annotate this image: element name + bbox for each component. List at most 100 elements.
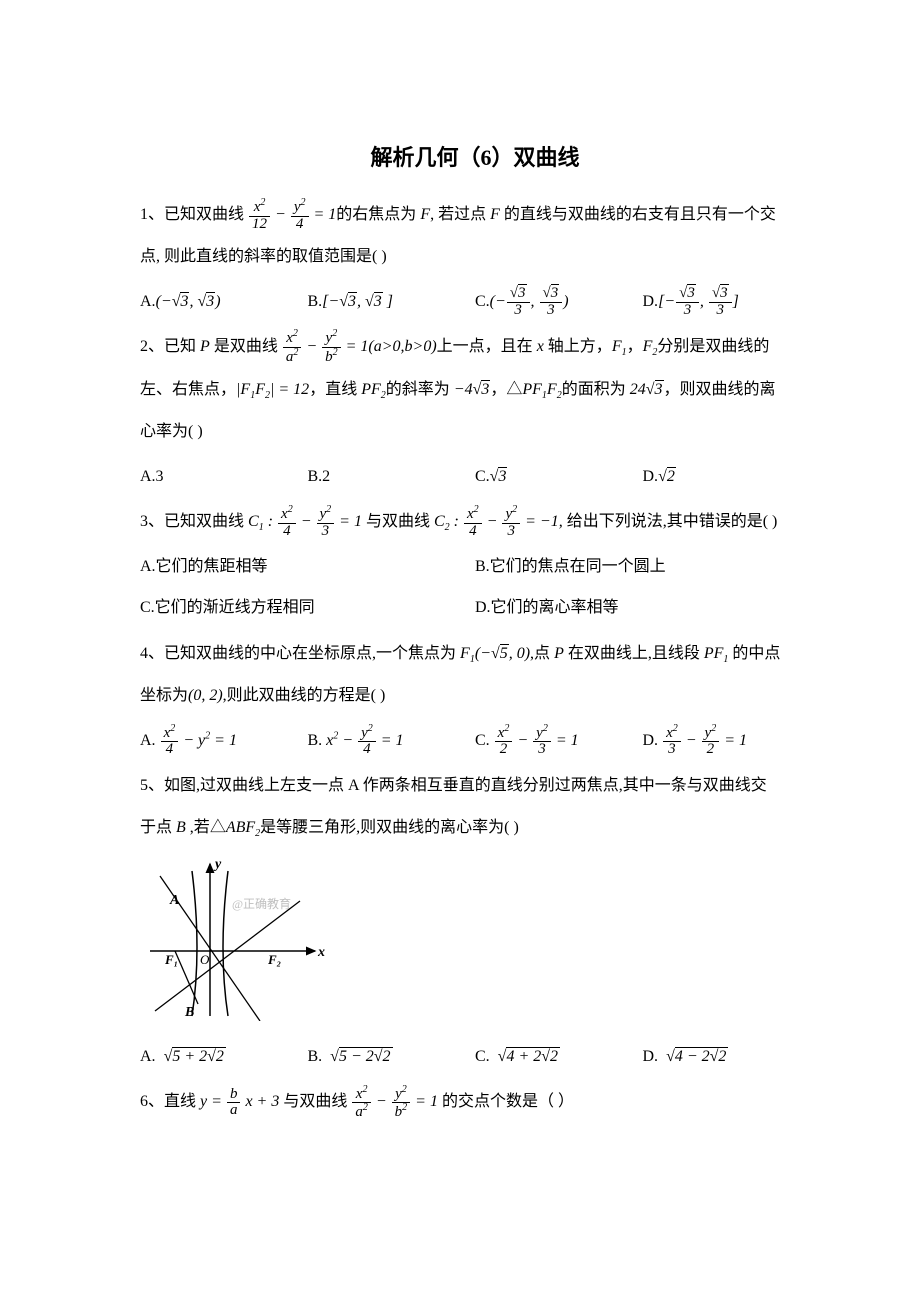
q4a-f: x24	[161, 724, 179, 759]
q5-D-label: D.	[643, 1048, 659, 1065]
q1-frac1: x212	[249, 198, 270, 233]
q2-x: x	[537, 338, 544, 355]
q5-D-math: √4 − 2√2	[662, 1047, 728, 1065]
label-F2: F₂	[267, 952, 281, 967]
q6-m: −	[372, 1093, 391, 1110]
q6-x3: x + 3	[241, 1093, 283, 1110]
q4-optA: A. x24 − y2 = 1	[140, 720, 308, 762]
q1-optA: A.(−√3, √3)	[140, 281, 308, 323]
q5-tri: △	[210, 819, 226, 836]
label-A: A	[169, 893, 179, 908]
q3-optA: A.它们的焦距相等	[140, 546, 475, 588]
q5-l2b: ,若	[186, 819, 210, 836]
q2-optB: B.2	[308, 456, 476, 498]
q1-line2: 点, 则此直线的斜率的取值范围是( )	[140, 238, 810, 276]
q2-line2: 左、右焦点，|F1F2| = 12，直线 PF2的斜率为 −4√3，△PF1F2…	[140, 371, 810, 409]
q1-lead: 已知双曲线	[164, 206, 244, 223]
q3-f4: y23	[502, 505, 520, 540]
q1-mid: 的直线与双曲线的右支有且只有一个交	[500, 206, 776, 223]
label-B: B	[184, 1005, 194, 1020]
q4-mid1: ,点	[530, 645, 554, 662]
q4-num: 4、	[140, 645, 164, 662]
q4-F1: F1	[460, 645, 475, 662]
q4-line2: 坐标为(0, 2),则此双曲线的方程是( )	[140, 677, 810, 715]
q5-l2c: 是等腰三角形,则双曲线的离心率为( )	[260, 819, 519, 836]
q5-figure: y x A B O F₁ F₂ @正确教育	[140, 856, 810, 1026]
q2-slope: −4√3	[450, 380, 491, 398]
q2-eq12: ，直线	[309, 381, 361, 398]
hyperbola-diagram: y x A B O F₁ F₂ @正确教育	[140, 856, 330, 1021]
q2-F2: F2	[643, 338, 658, 355]
q2-tail: ，则双曲线的离	[664, 381, 776, 398]
q6-f2: x2a2	[352, 1085, 371, 1122]
q5-A-label: A.	[140, 1048, 156, 1065]
minus: −	[275, 206, 290, 223]
q4-optB: B. x2 − y24 = 1	[308, 720, 476, 762]
q2-area: 24√3	[626, 380, 664, 398]
q1-A-label: A.	[140, 293, 156, 310]
q4-C-label: C.	[475, 732, 490, 749]
q4-l2a: 坐标为	[140, 687, 188, 704]
q3-optD: D.它们的离心率相等	[475, 587, 810, 629]
q5-B-label: B.	[308, 1048, 323, 1065]
q1-C-math: (−√33, √33)	[490, 293, 569, 310]
q4-PF1: PF1	[704, 645, 729, 662]
q5-l1: 如图,过双曲线上左支一点 A 作两条相互垂直的直线分别过两焦点,其中一条与双曲线…	[164, 777, 767, 794]
q2-C-math: √3	[490, 467, 508, 485]
q2-l2a: 左、右焦点，	[140, 381, 236, 398]
watermark: @正确教育	[232, 896, 291, 911]
q5-C-math: √4 + 2√2	[494, 1047, 560, 1065]
q2-D-math: √2	[658, 467, 676, 485]
q4d-f2: y22	[702, 724, 720, 759]
q4-P: P	[554, 645, 564, 662]
q2-tri: △	[506, 381, 522, 398]
q1-C-label: C.	[475, 293, 490, 310]
q2-abs: |F1F2| = 12	[236, 381, 309, 398]
question-6: 6、直线 y = ba x + 3 与双曲线 x2a2 − y2b2 = 1 的…	[140, 1083, 810, 1121]
label-O: O	[200, 952, 210, 967]
question-3: 3、已知双曲线 C1 : x24 − y23 = 1 与双曲线 C2 : x24…	[140, 503, 810, 541]
page-title: 解析几何（6）双曲线	[140, 140, 810, 172]
q1-options: A.(−√3, √3) B.[−√3, √3 ] C.(−√33, √33) D…	[140, 281, 810, 323]
question-4: 4、已知双曲线的中心在坐标原点,一个焦点为 F1(−√5, 0),点 P 在双曲…	[140, 635, 810, 673]
q1-A-math: (−√3, √3)	[156, 292, 221, 310]
q4d-m: −	[682, 732, 701, 749]
q2-lead: 已知	[164, 338, 200, 355]
q3-optC: C.它们的渐近线方程相同	[140, 587, 475, 629]
q4-coord: (0, 2)	[188, 687, 223, 704]
q1-D-math: [−√33, √33]	[658, 293, 739, 310]
q2-D-label: D.	[643, 468, 659, 485]
q2-c2: ，	[490, 381, 506, 398]
q2-mid2: 轴上方，	[544, 338, 612, 355]
q5-A-math: √5 + 2√2	[160, 1047, 226, 1065]
q3-f2: y23	[317, 505, 335, 540]
q2-cond: 上一点，且在	[437, 338, 537, 355]
q2-mid5: 的面积为	[562, 381, 626, 398]
q2-mid3: 分别是双曲线的	[657, 338, 769, 355]
axis-x-label: x	[317, 945, 325, 960]
label-F1: F₁	[164, 952, 178, 967]
q4c-e: = 1	[552, 732, 579, 749]
q1-optD: D.[−√33, √33]	[643, 281, 811, 323]
q5-C-label: C.	[475, 1048, 490, 1065]
q3-mid1: 与双曲线	[366, 513, 430, 530]
q4-tail: 的中点	[728, 645, 780, 662]
q3-lead: 已知双曲线	[164, 513, 244, 530]
q2-mid4: 的斜率为	[386, 381, 450, 398]
q3-f3: x24	[464, 505, 482, 540]
q4d-f1: x23	[663, 724, 681, 759]
q2-C-label: C.	[475, 468, 490, 485]
q2-optA: A.3	[140, 456, 308, 498]
q2-frac2: y2b2	[322, 329, 341, 366]
q2-options: A.3 B.2 C.√3 D.√2	[140, 456, 810, 498]
eq: = 1	[314, 206, 337, 223]
q4-D-label: D.	[643, 732, 659, 749]
q1-optC: C.(−√33, √33)	[475, 281, 643, 323]
q3-optB: B.它们的焦点在同一个圆上	[475, 546, 810, 588]
q1-num: 1、	[140, 206, 164, 223]
q5-ABF2: ABF2	[226, 819, 260, 836]
q1-F2: F	[490, 206, 500, 223]
q2-eq: = 1(a>0,b>0)	[346, 338, 437, 355]
q4-focus: (−√5, 0)	[475, 644, 530, 662]
q5-l2a: 于点	[140, 819, 176, 836]
